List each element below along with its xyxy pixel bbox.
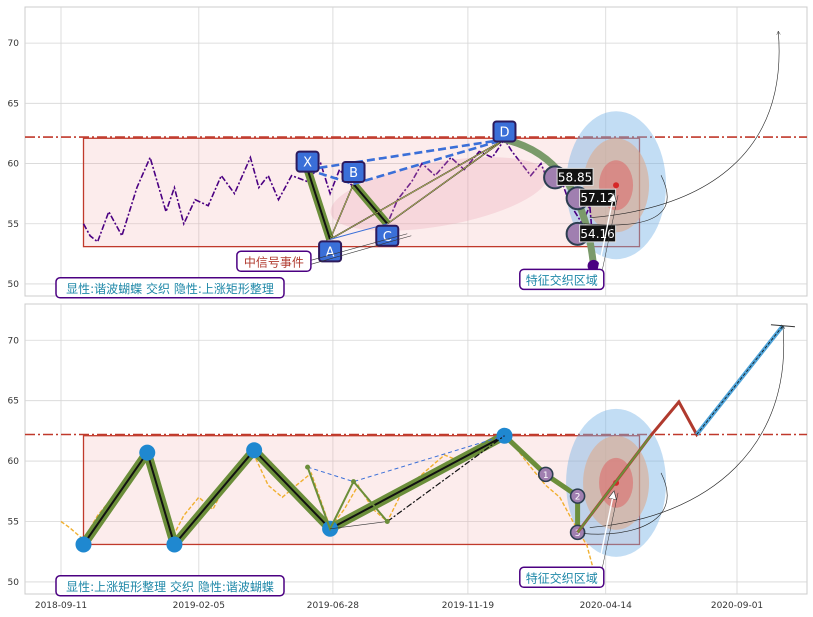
pattern-point-text: C	[383, 230, 392, 245]
x-tick-label: 2018-09-11	[35, 601, 87, 611]
numbered-point-label: 3	[575, 529, 581, 539]
pattern-point-a: A	[318, 240, 343, 263]
pattern-summary: 显性:谐波蝴蝶 交织 隐性:上涨矩形整理	[66, 281, 274, 296]
projection-arrow-secondary	[583, 175, 668, 226]
pattern-point-text: D	[499, 125, 509, 140]
zone-callout-arrow	[597, 491, 614, 571]
pattern-dashed-connector	[307, 138, 505, 171]
x-tick-label: 2020-04-14	[580, 601, 633, 611]
y-tick-label: 70	[8, 336, 20, 346]
pattern-summary-box	[55, 277, 285, 299]
rectangle-wave-core	[82, 434, 505, 547]
projection-arrow	[589, 326, 784, 528]
rectangle-wave-node	[75, 536, 92, 553]
numbered-point-circle	[537, 466, 554, 483]
signal-callout-line	[310, 235, 412, 265]
zone-label: 特征交织区域	[526, 272, 598, 287]
pattern-leg-highlight	[387, 139, 505, 225]
top-panel: 50 55 60 65 70 58.85 57.12 54.16 X A B C D 中信号事件特征交织区…	[8, 6, 808, 299]
interleave-zone-center	[613, 182, 620, 189]
numbered-point-label: 1	[543, 471, 549, 481]
y-tick-label: 50	[8, 578, 20, 588]
hidden-butterfly-base	[330, 521, 388, 530]
hidden-butterfly-node	[384, 519, 390, 524]
zone-callout-arrow-outline	[601, 195, 619, 273]
hidden-butterfly-node	[351, 479, 357, 485]
zone-label-box	[519, 566, 605, 589]
projection-final-dash	[696, 325, 784, 435]
target-label: 57.12	[579, 188, 617, 207]
signal-label: 中信号事件	[244, 254, 304, 269]
hidden-butterfly-node	[305, 464, 311, 470]
y-tick-label: 55	[8, 220, 19, 230]
pattern-point-box	[492, 120, 517, 143]
pattern-summary-box	[55, 575, 285, 597]
pattern-leg-core	[352, 183, 389, 225]
x-tick-label: 2020-09-01	[711, 601, 763, 611]
target-label-text: 58.85	[558, 170, 592, 184]
pattern-summary: 显性:上涨矩形整理 交织 隐性:谐波蝴蝶	[66, 579, 274, 594]
rectangle-wave-tail	[502, 433, 581, 533]
zone-callout-arrow-outline	[601, 492, 619, 571]
y-tick-label: 60	[8, 457, 20, 467]
numbered-point-label: 2	[575, 493, 581, 503]
harmonic-shade	[330, 157, 548, 231]
hidden-butterfly	[306, 466, 389, 532]
pattern-leg-highlight	[329, 183, 354, 240]
signal-callout-line	[310, 233, 408, 261]
pattern-dashed-connector	[353, 138, 505, 186]
y-tick-label: 60	[8, 160, 20, 170]
rectangle-wave-node	[246, 442, 263, 459]
rectangle-wave-node	[166, 536, 183, 553]
pattern-point-b: B	[341, 161, 366, 184]
target-label: 58.85	[556, 167, 594, 186]
pattern-point-x: X	[295, 150, 320, 173]
projection-start-leg	[576, 435, 652, 534]
hidden-butterfly-dashdot	[386, 435, 505, 522]
y-tick-label: 55	[8, 518, 19, 528]
x-tick-label: 2019-11-19	[442, 601, 495, 611]
plot-area	[24, 303, 808, 595]
pattern-point-text: B	[349, 166, 358, 181]
x-tick-label: 2019-06-28	[307, 601, 360, 611]
y-tick-label: 65	[8, 397, 19, 407]
numbered-point: 2	[569, 488, 586, 504]
zone-label-box	[519, 268, 605, 291]
signal-label-box	[236, 250, 312, 273]
projection-arrow	[589, 31, 779, 219]
bottom-panel: 50 55 60 65 70 2018-09-11 2019-02-05 2019-06-28…	[8, 303, 808, 611]
y-tick-label: 50	[8, 280, 20, 290]
target-label-text: 57.12	[580, 191, 614, 205]
pattern-point-box	[295, 150, 320, 173]
pattern-point-text: X	[303, 156, 312, 171]
zone-label: 特征交织区域	[526, 570, 598, 585]
x-tick-label: 2019-02-05	[173, 601, 225, 611]
y-tick-label: 70	[8, 39, 20, 49]
hidden-butterfly-dashed	[307, 435, 505, 483]
y-tick-label: 65	[8, 99, 19, 109]
pattern-point-box	[341, 161, 366, 184]
pattern-point-d: D	[492, 120, 517, 143]
plot-area	[24, 6, 808, 297]
rectangle-wave-node	[139, 444, 156, 461]
zone-callout-arrow	[597, 193, 614, 273]
numbered-point: 1	[537, 466, 554, 483]
target-label-text: 54.16	[580, 227, 614, 241]
target-label-box	[556, 167, 594, 186]
pattern-leg-highlight	[329, 139, 505, 240]
pattern-point-text: A	[326, 245, 335, 260]
numbered-point-circle	[569, 488, 586, 504]
pattern-leg-core	[306, 169, 332, 240]
